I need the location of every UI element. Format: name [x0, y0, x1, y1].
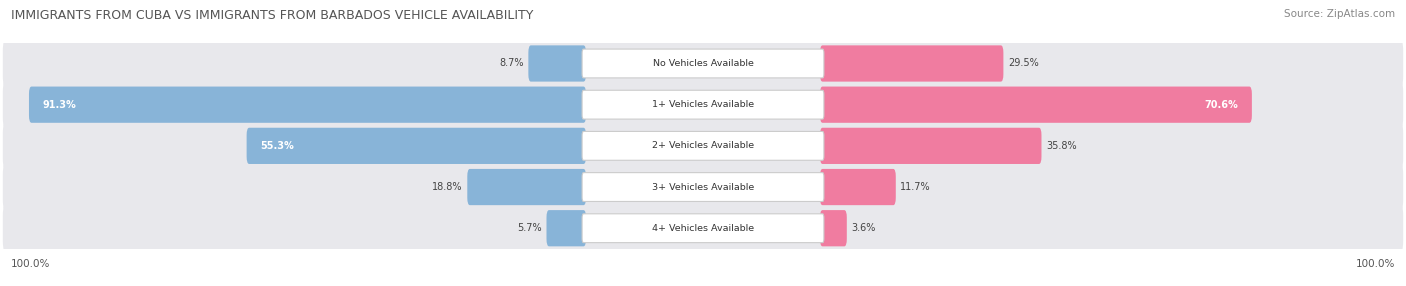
FancyBboxPatch shape — [820, 169, 896, 205]
Text: Source: ZipAtlas.com: Source: ZipAtlas.com — [1284, 9, 1395, 19]
FancyBboxPatch shape — [582, 49, 824, 78]
FancyBboxPatch shape — [30, 87, 586, 123]
FancyBboxPatch shape — [582, 173, 824, 201]
Text: 11.7%: 11.7% — [900, 182, 931, 192]
Text: 29.5%: 29.5% — [1008, 59, 1039, 68]
Text: 100.0%: 100.0% — [1355, 259, 1395, 269]
Text: 4+ Vehicles Available: 4+ Vehicles Available — [652, 224, 754, 233]
FancyBboxPatch shape — [3, 80, 1403, 130]
FancyBboxPatch shape — [820, 45, 1004, 82]
FancyBboxPatch shape — [246, 128, 586, 164]
Text: 18.8%: 18.8% — [432, 182, 463, 192]
FancyBboxPatch shape — [3, 162, 1403, 212]
Text: 5.7%: 5.7% — [517, 223, 541, 233]
FancyBboxPatch shape — [3, 203, 1403, 253]
FancyBboxPatch shape — [467, 169, 586, 205]
Text: 91.3%: 91.3% — [42, 100, 76, 110]
Text: 8.7%: 8.7% — [499, 59, 524, 68]
Text: 55.3%: 55.3% — [260, 141, 294, 151]
FancyBboxPatch shape — [820, 210, 846, 246]
Text: No Vehicles Available: No Vehicles Available — [652, 59, 754, 68]
Text: 1+ Vehicles Available: 1+ Vehicles Available — [652, 100, 754, 109]
Text: 35.8%: 35.8% — [1046, 141, 1077, 151]
FancyBboxPatch shape — [547, 210, 586, 246]
FancyBboxPatch shape — [3, 121, 1403, 171]
Text: 100.0%: 100.0% — [11, 259, 51, 269]
Text: 2+ Vehicles Available: 2+ Vehicles Available — [652, 141, 754, 150]
FancyBboxPatch shape — [582, 214, 824, 243]
FancyBboxPatch shape — [3, 38, 1403, 89]
Text: 3.6%: 3.6% — [851, 223, 876, 233]
FancyBboxPatch shape — [582, 132, 824, 160]
Text: 3+ Vehicles Available: 3+ Vehicles Available — [652, 182, 754, 192]
FancyBboxPatch shape — [529, 45, 586, 82]
FancyBboxPatch shape — [582, 90, 824, 119]
Text: 70.6%: 70.6% — [1205, 100, 1239, 110]
Text: IMMIGRANTS FROM CUBA VS IMMIGRANTS FROM BARBADOS VEHICLE AVAILABILITY: IMMIGRANTS FROM CUBA VS IMMIGRANTS FROM … — [11, 9, 534, 21]
FancyBboxPatch shape — [820, 128, 1042, 164]
FancyBboxPatch shape — [820, 87, 1251, 123]
